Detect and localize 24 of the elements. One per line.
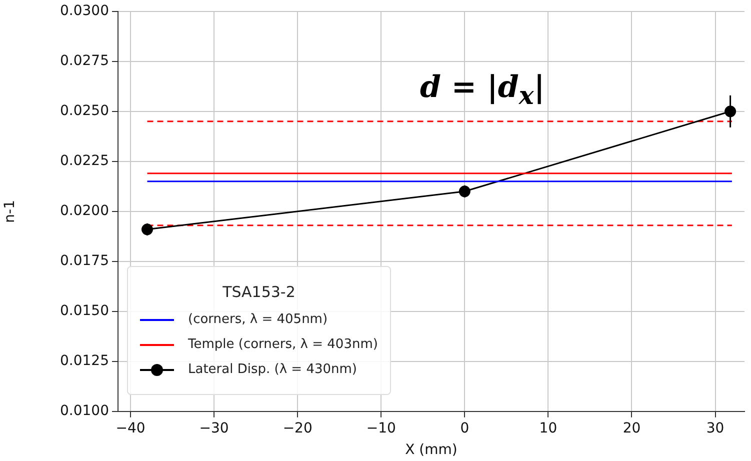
y-tick-label: 0.0175 bbox=[60, 253, 109, 270]
y-tick-label: 0.0275 bbox=[60, 53, 109, 70]
y-tick-label: 0.0150 bbox=[60, 303, 109, 320]
annotation: d = |d$_{x}$| bbox=[420, 70, 545, 110]
x-tick-label: −20 bbox=[282, 420, 312, 436]
y-tick-label: 0.0125 bbox=[60, 353, 109, 370]
legend-label: Lateral Disp. (λ = 430nm) bbox=[188, 362, 357, 377]
legend-label: (corners, λ = 405nm) bbox=[188, 312, 328, 327]
legend-label: Temple (corners, λ = 403nm) bbox=[188, 337, 378, 352]
y-tick-label: 0.0200 bbox=[60, 203, 109, 220]
x-tick-label: 0 bbox=[460, 420, 470, 436]
x-tick-label: 10 bbox=[539, 420, 558, 436]
x-axis-title: X (mm) bbox=[405, 442, 458, 458]
x-tick-label: −10 bbox=[366, 420, 396, 436]
y-tick-label: 0.0100 bbox=[60, 403, 109, 420]
y-tick-label: 0.0225 bbox=[60, 153, 109, 170]
legend-title: TSA153-2 bbox=[222, 283, 296, 301]
x-tick-label: −40 bbox=[116, 420, 146, 436]
x-tick-label: 20 bbox=[622, 420, 641, 436]
y-axis-title: n-1 bbox=[2, 200, 18, 223]
y-tick-label: 0.0300 bbox=[60, 3, 109, 20]
x-tick-label: 30 bbox=[706, 420, 724, 436]
y-tick-label: 0.0250 bbox=[60, 103, 109, 120]
x-tick-label: −30 bbox=[199, 420, 229, 436]
